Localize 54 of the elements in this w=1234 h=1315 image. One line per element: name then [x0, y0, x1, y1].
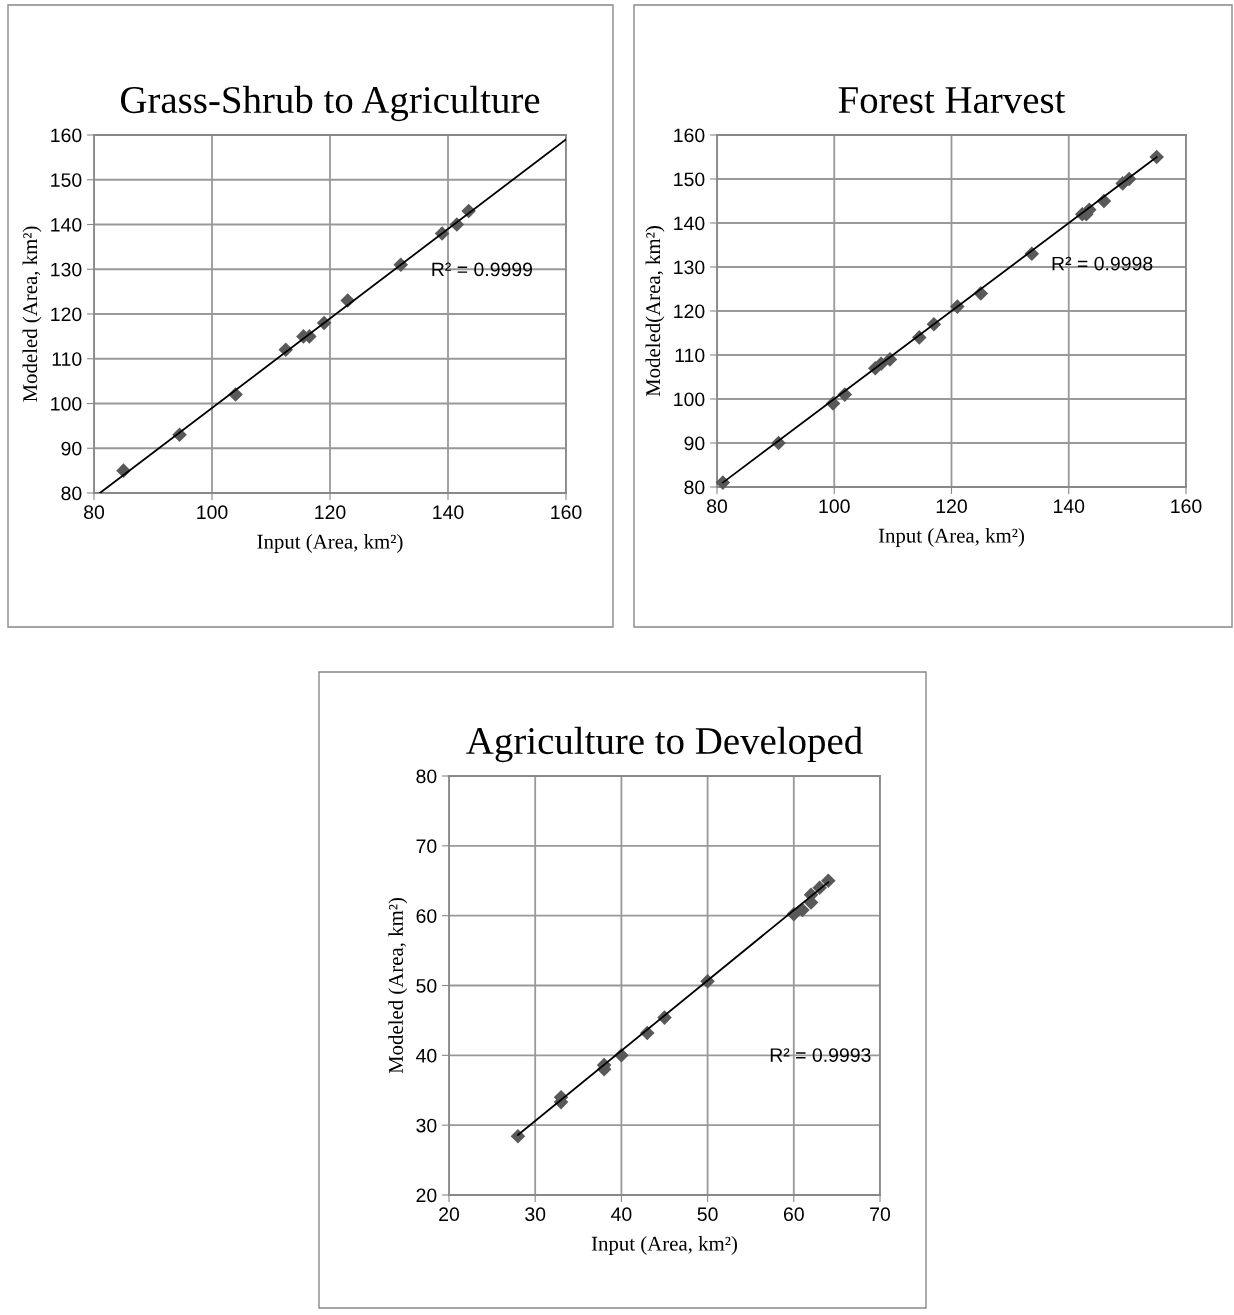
y-tick-label: 160	[51, 128, 82, 143]
annotation: R² = 0.9993	[770, 1048, 871, 1062]
y-tick-label: 30	[416, 1118, 437, 1133]
x-axis-title: Input (Area, km²)	[591, 1236, 737, 1255]
y-tick-label: 100	[674, 392, 705, 407]
y-tick-label: 80	[684, 480, 705, 495]
y-tick-label: 140	[51, 217, 82, 232]
y-tick-label: 90	[684, 436, 705, 451]
x-tick-label: 70	[870, 1207, 891, 1222]
y-tick-label: 130	[51, 262, 82, 277]
y-tick-label: 120	[674, 304, 705, 319]
x-tick-label: 80	[707, 499, 728, 514]
point	[821, 873, 836, 889]
x-tick-label: 20	[439, 1207, 460, 1222]
y-tick-label: 110	[675, 348, 705, 363]
annotation: R² = 0.9999	[432, 262, 533, 277]
annotation: R² = 0.9998	[1052, 256, 1153, 271]
y-tick-label: 60	[416, 909, 437, 923]
x-tick-label: 40	[611, 1207, 632, 1222]
x-tick-label: 100	[197, 505, 228, 520]
x-tick-label: 120	[315, 505, 346, 520]
x-tick-label: 120	[936, 499, 967, 514]
y-axis-title: Modeled(Area, km²)	[645, 226, 665, 397]
chart-title: Agriculture to Developed	[466, 726, 863, 763]
y-tick-label: 100	[51, 396, 82, 411]
chart-title: Forest Harvest	[838, 87, 1066, 114]
x-tick-label: 160	[1171, 499, 1202, 514]
x-axis-title: Input (Area, km²)	[257, 534, 403, 553]
y-tick-label: 40	[416, 1048, 437, 1063]
x-axis-title: Input (Area, km²)	[878, 528, 1024, 547]
y-tick-label: 80	[416, 769, 437, 784]
y-tick-label: 150	[674, 172, 705, 187]
x-tick-label: 100	[819, 499, 850, 514]
y-tick-label: 160	[674, 128, 705, 143]
x-tick-label: 80	[84, 505, 105, 520]
x-tick-label: 140	[1054, 499, 1085, 514]
x-tick-label: 160	[551, 505, 582, 520]
y-tick-label: 70	[416, 839, 437, 854]
y-tick-label: 90	[61, 441, 82, 456]
chart-title: Grass-Shrub to Agriculture	[120, 85, 540, 122]
x-tick-label: 50	[697, 1207, 718, 1222]
x-tick-label: 60	[783, 1207, 804, 1222]
y-tick-label: 140	[674, 216, 705, 231]
y-tick-label: 130	[674, 260, 705, 275]
y-axis-title: Modeled (Area, km²)	[388, 897, 408, 1074]
x-tick-label: 30	[525, 1207, 546, 1222]
y-axis-title: Modeled (Area, km²)	[22, 226, 42, 402]
y-tick-label: 50	[416, 978, 437, 993]
y-tick-label: 150	[51, 173, 82, 187]
y-tick-label: 110	[52, 352, 82, 366]
y-tick-label: 20	[416, 1188, 437, 1203]
x-tick-label: 140	[433, 505, 464, 520]
y-tick-label: 80	[61, 486, 82, 501]
y-tick-label: 120	[51, 307, 82, 322]
